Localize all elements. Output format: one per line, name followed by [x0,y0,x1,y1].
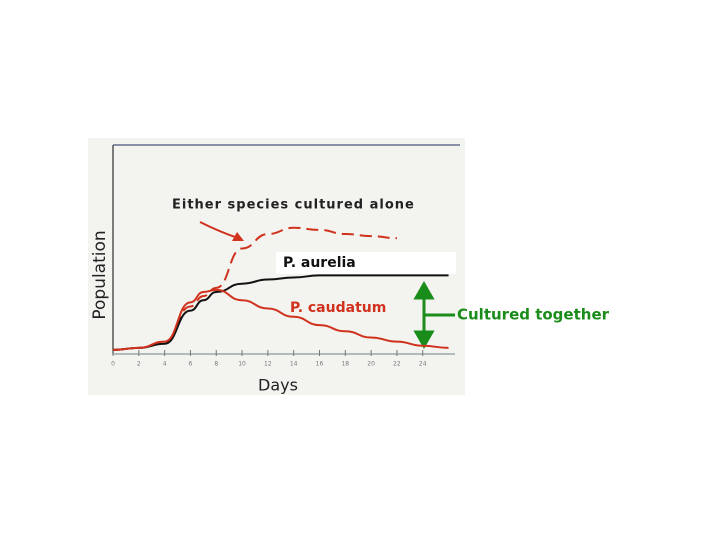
bracket [413,280,455,350]
x-tick-label: 20 [367,361,375,368]
series-label: P. caudatum [290,300,386,316]
x-tick-label: 16 [316,361,324,368]
x-tick-label: 18 [341,361,349,368]
pointer-head [232,232,244,241]
x-tick-label: 14 [290,361,298,368]
x-tick-label: 6 [189,361,193,368]
x-tick-label: 0 [111,361,115,368]
x-axis-label: Days [258,376,298,395]
x-tick-label: 4 [163,361,167,368]
series-line [112,274,449,351]
series-line [112,226,397,351]
x-tick-label: 22 [393,361,401,368]
x-tick-label: 10 [238,361,246,368]
x-tick-label: 8 [214,361,218,368]
x-tick-label: 12 [264,361,272,368]
series-line [112,288,449,351]
y-axis-label: Population [90,230,110,319]
annotation: Cultured together [457,306,610,324]
label-box [276,252,456,274]
x-tick-label: 2 [137,361,141,368]
series-label: Either species cultured alone [172,198,415,213]
x-tick-label: 24 [419,361,427,368]
series-label: P. aurelia [283,255,356,271]
